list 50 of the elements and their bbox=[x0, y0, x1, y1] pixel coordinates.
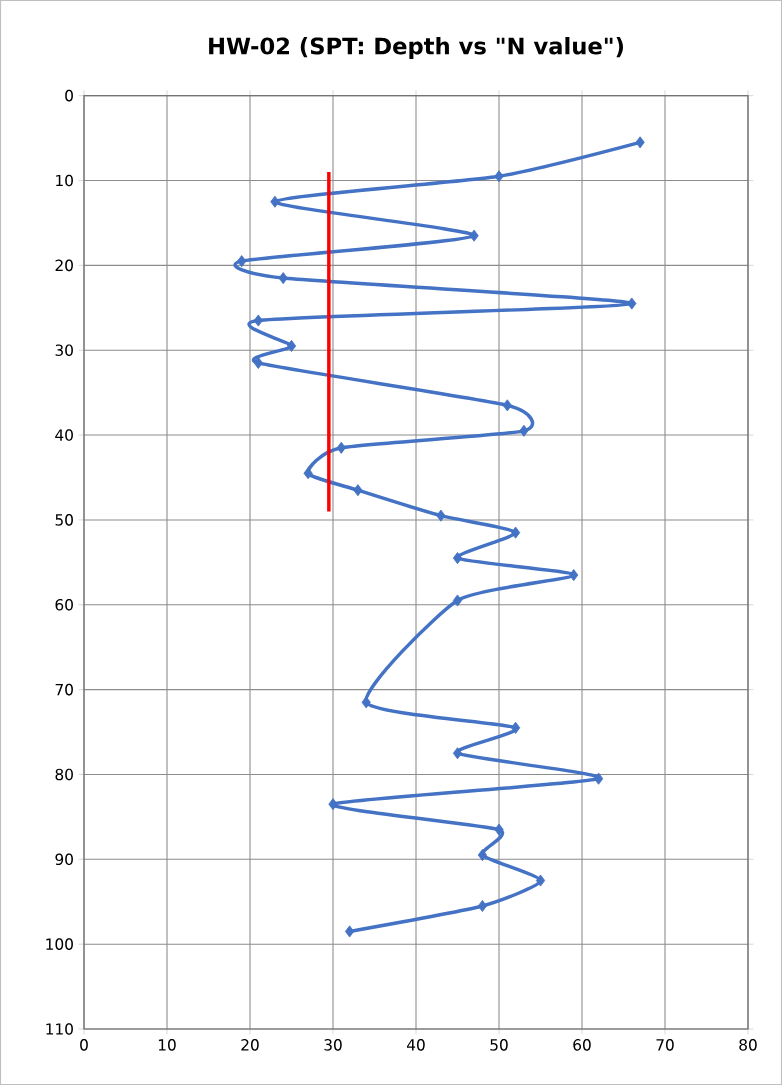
point bbox=[627, 297, 637, 310]
x-tick-label: 80 bbox=[739, 1039, 757, 1051]
x-tick-label: 40 bbox=[407, 1039, 425, 1051]
point bbox=[452, 594, 463, 607]
y-tick-label: 10 bbox=[56, 174, 73, 187]
point bbox=[502, 399, 512, 412]
point bbox=[336, 441, 346, 454]
y-tick-label: 60 bbox=[55, 598, 73, 611]
chart-title: HW-02 (SPT: Depth vs "N value") bbox=[209, 37, 624, 59]
point bbox=[452, 552, 463, 565]
x-tick-label: 30 bbox=[324, 1039, 342, 1051]
y-tick-label: 40 bbox=[55, 429, 73, 441]
point bbox=[519, 424, 529, 437]
point bbox=[436, 509, 446, 522]
point bbox=[345, 925, 355, 938]
point bbox=[237, 255, 247, 268]
y-tick-label: 70 bbox=[55, 683, 73, 696]
point bbox=[494, 823, 504, 836]
x-tick-label: 10 bbox=[158, 1039, 176, 1051]
point bbox=[494, 170, 504, 183]
y-tick-label: 100 bbox=[46, 938, 73, 950]
point bbox=[469, 229, 479, 242]
point bbox=[535, 874, 546, 887]
x-tick-label: 0 bbox=[80, 1039, 88, 1051]
point bbox=[270, 195, 280, 208]
point bbox=[328, 798, 338, 811]
x-tick-label: 20 bbox=[241, 1039, 259, 1051]
point bbox=[511, 721, 521, 734]
y-tick-label: 110 bbox=[46, 1023, 73, 1035]
point bbox=[569, 569, 579, 582]
x-tick-label: 60 bbox=[573, 1039, 591, 1051]
point bbox=[353, 484, 363, 497]
y-tick-label: 50 bbox=[55, 514, 73, 526]
point bbox=[278, 272, 288, 285]
y-tick-label: 0 bbox=[65, 89, 73, 102]
point bbox=[361, 696, 371, 709]
point bbox=[253, 314, 263, 327]
point bbox=[511, 526, 521, 539]
point bbox=[452, 747, 463, 760]
point bbox=[477, 899, 487, 912]
x-tick-label: 50 bbox=[490, 1039, 508, 1051]
y-tick-label: 90 bbox=[55, 853, 73, 866]
y-tick-label: 30 bbox=[55, 344, 73, 357]
y-tick-label: 80 bbox=[55, 768, 73, 781]
point bbox=[286, 339, 297, 352]
y-tick-label: 20 bbox=[55, 259, 73, 272]
x-tick-label: 70 bbox=[656, 1039, 674, 1051]
point bbox=[477, 849, 487, 862]
point bbox=[303, 467, 313, 480]
point bbox=[635, 136, 645, 149]
